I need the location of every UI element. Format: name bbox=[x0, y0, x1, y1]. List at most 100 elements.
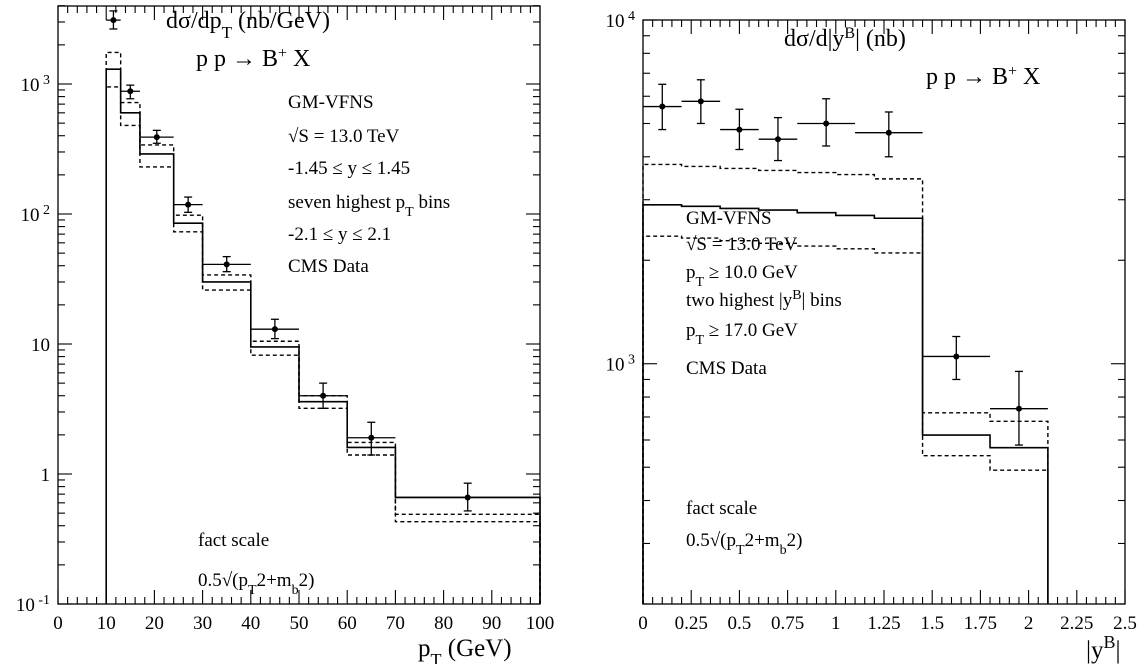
left-y-tick-label: 10 2 bbox=[21, 203, 51, 227]
left-x-tick-label: 70 bbox=[386, 613, 405, 634]
left-x-tick-label: 60 bbox=[338, 613, 357, 634]
right-ann-pt-cut-2: pT ≥ 17.0 GeV bbox=[686, 320, 798, 348]
right-x-tick-label: 1.75 bbox=[964, 613, 997, 634]
left-marker bbox=[464, 494, 471, 501]
left-x-tick-label: 30 bbox=[193, 613, 212, 634]
right-data-point bbox=[681, 79, 721, 125]
right-marker bbox=[823, 120, 830, 127]
left-histograms bbox=[105, 51, 541, 604]
left-y-tick-label: 1 bbox=[41, 465, 51, 486]
left-x-tick-label: 80 bbox=[434, 613, 453, 634]
left-data-point bbox=[106, 10, 121, 30]
pt-spectrum-panel: 0 10 20 30 40 50 60 70 80 90 100 10 -1 1 10 10 2 10 3 d… bbox=[16, 5, 555, 664]
left-chart-title: dσ/dpT (nb/GeV) bbox=[166, 8, 330, 42]
left-ann-rapidity-wide: -2.1 ≤ y ≤ 2.1 bbox=[288, 224, 391, 245]
right-data-points bbox=[643, 79, 1048, 446]
left-x-tick-label: 100 bbox=[526, 613, 555, 634]
left-data-point bbox=[250, 318, 299, 340]
left-ann-fact-scale: fact scale bbox=[198, 530, 269, 551]
left-data-point bbox=[347, 421, 396, 456]
right-y-tick-label: 10 4 bbox=[606, 9, 636, 33]
left-data-point bbox=[299, 382, 348, 409]
right-histograms bbox=[642, 163, 1049, 604]
right-data-point bbox=[643, 83, 682, 131]
left-series-dashed-lower bbox=[105, 86, 541, 604]
left-marker bbox=[368, 434, 375, 441]
right-x-tick-label: 2.5 bbox=[1113, 613, 1137, 634]
left-data-point bbox=[120, 84, 140, 100]
right-ticks: 0 0.25 0.5 0.75 1 1.25 1.5 1.75 2 2.25 2.5 10 3 10 4 bbox=[606, 9, 1137, 635]
left-y-tick-label: 10 3 bbox=[21, 73, 51, 97]
right-chart-title: dσ/d|yB| (nb) bbox=[784, 25, 906, 53]
right-series-solid bbox=[642, 203, 1049, 604]
left-data-point bbox=[173, 196, 203, 213]
left-data-point bbox=[139, 129, 174, 144]
right-x-tick-label: 2 bbox=[1024, 613, 1034, 634]
left-x-tick-label: 10 bbox=[97, 613, 116, 634]
right-series-dashed-upper bbox=[642, 163, 1049, 604]
right-data-point bbox=[758, 116, 798, 162]
right-data-point bbox=[922, 335, 991, 381]
right-series-dashed-lower bbox=[642, 235, 1049, 604]
right-x-tick-label: 1.5 bbox=[920, 613, 944, 634]
right-ann-energy: √S = 13.0 TeV bbox=[686, 234, 798, 255]
right-marker bbox=[659, 103, 666, 110]
right-x-tick-label: 0.75 bbox=[771, 613, 804, 634]
right-data-point bbox=[720, 108, 759, 151]
left-marker bbox=[185, 201, 192, 208]
left-marker bbox=[153, 134, 160, 141]
right-ann-scheme: GM-VFNS bbox=[686, 208, 772, 229]
right-marker bbox=[953, 353, 960, 360]
right-marker bbox=[774, 136, 781, 143]
left-ticks: 0 10 20 30 40 50 60 70 80 90 100 10 -1 1 10 10 2 10 3 bbox=[16, 5, 555, 634]
left-marker bbox=[127, 88, 134, 95]
left-marker bbox=[110, 17, 117, 24]
right-ann-data: CMS Data bbox=[686, 358, 767, 379]
right-ann-highest-bins: two highest |yB| bins bbox=[686, 288, 842, 312]
left-ann-scale-formula: 0.5√(pT2+mb2) bbox=[198, 570, 314, 598]
right-x-tick-label: 0 bbox=[638, 613, 648, 634]
right-marker bbox=[1015, 405, 1022, 412]
right-ann-pt-cut: pT ≥ 10.0 GeV bbox=[686, 262, 798, 290]
right-marker bbox=[885, 129, 892, 136]
right-x-tick-label: 1.25 bbox=[867, 613, 900, 634]
right-x-tick-label: 0.25 bbox=[675, 613, 708, 634]
left-ann-rapidity: -1.45 ≤ y ≤ 1.45 bbox=[288, 158, 410, 179]
left-data-point bbox=[395, 482, 540, 512]
left-x-tick-label: 0 bbox=[53, 613, 63, 634]
right-x-axis-title: |yB| bbox=[1086, 632, 1121, 664]
right-data-point bbox=[990, 370, 1048, 446]
left-x-tick-label: 40 bbox=[241, 613, 260, 634]
left-data-points bbox=[106, 10, 540, 512]
left-x-tick-label: 50 bbox=[290, 613, 309, 634]
left-ann-scheme: GM-VFNS bbox=[288, 92, 374, 113]
left-y-tick-label: 10 bbox=[31, 335, 50, 356]
left-ann-highest-bins: seven highest pT bins bbox=[288, 192, 450, 220]
right-process-label: p p → B+ X bbox=[926, 63, 1040, 91]
left-data-point bbox=[202, 255, 251, 273]
left-x-tick-label: 90 bbox=[482, 613, 501, 634]
right-data-point bbox=[797, 98, 856, 147]
left-marker bbox=[223, 261, 230, 268]
left-series-dashed-upper bbox=[105, 51, 541, 604]
right-ann-scale-formula: 0.5√(pT2+mb2) bbox=[686, 530, 802, 558]
left-ann-energy: √S = 13.0 TeV bbox=[288, 126, 400, 147]
right-marker bbox=[736, 126, 743, 133]
left-process-label: p p → B+ X bbox=[196, 45, 310, 73]
right-x-tick-label: 0.5 bbox=[728, 613, 752, 634]
right-x-tick-label: 1 bbox=[831, 613, 841, 634]
right-ann-fact-scale: fact scale bbox=[686, 498, 757, 519]
right-data-point bbox=[855, 111, 923, 158]
left-series-solid bbox=[105, 68, 541, 604]
right-x-tick-label: 2.25 bbox=[1060, 613, 1093, 634]
left-marker bbox=[320, 392, 327, 399]
right-marker bbox=[697, 98, 704, 105]
right-y-tick-label: 10 3 bbox=[606, 352, 636, 376]
left-marker bbox=[271, 326, 278, 333]
rapidity-spectrum-panel: 0 0.25 0.5 0.75 1 1.25 1.5 1.75 2 2.25 2.5 10 3 10 4… bbox=[606, 9, 1137, 664]
left-x-axis-title: pT (GeV) bbox=[418, 635, 512, 664]
left-x-tick-label: 20 bbox=[145, 613, 164, 634]
left-y-tick-label: 10 -1 bbox=[16, 593, 50, 617]
left-ann-data: CMS Data bbox=[288, 256, 369, 277]
